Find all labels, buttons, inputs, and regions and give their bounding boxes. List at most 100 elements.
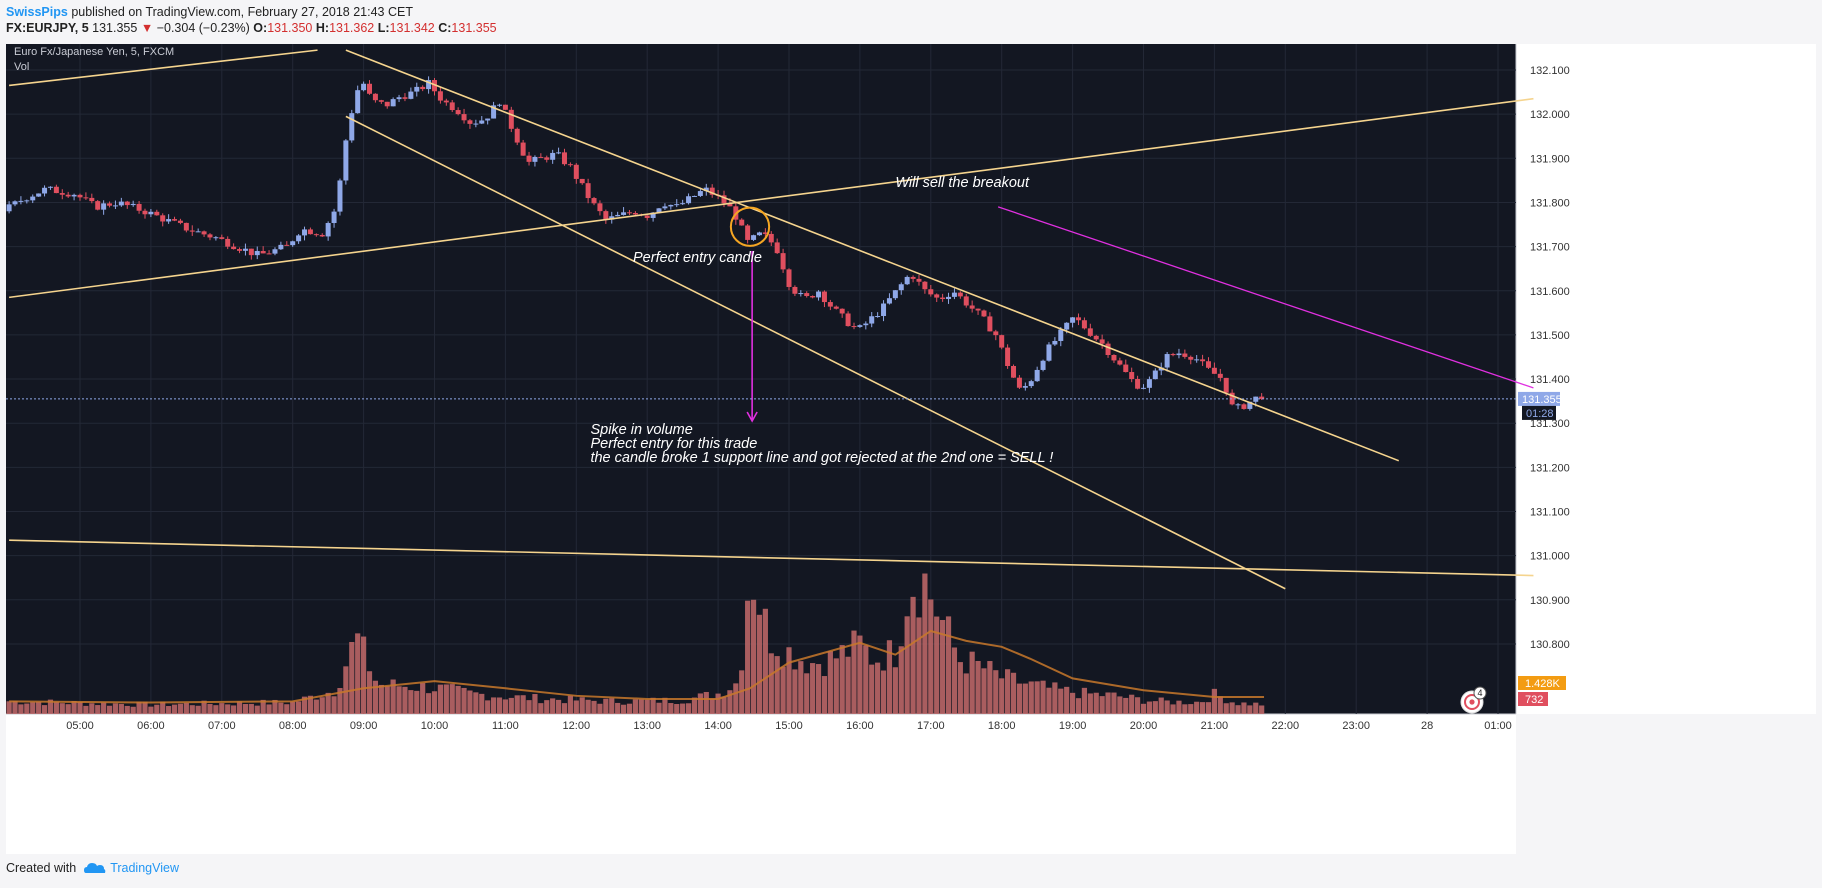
candle-body xyxy=(172,219,178,221)
volume-bar xyxy=(313,699,319,714)
volume-bar xyxy=(1152,701,1158,714)
volume-bar xyxy=(591,700,597,714)
created-with-label: Created with xyxy=(6,861,77,875)
volume-bar xyxy=(1087,693,1093,714)
volume-bar xyxy=(739,670,745,714)
volume-bar xyxy=(284,704,290,714)
candle-body xyxy=(1223,377,1229,393)
volume-bar xyxy=(467,690,473,714)
candle-body xyxy=(656,208,662,213)
volume-bar xyxy=(449,684,455,714)
volume-bar xyxy=(154,704,160,714)
close-value: 131.355 xyxy=(451,21,497,35)
candle-body xyxy=(686,196,692,204)
candle-body xyxy=(130,203,136,206)
candle-body xyxy=(1135,379,1141,389)
candle-body xyxy=(514,128,520,143)
volume-bar xyxy=(715,693,721,714)
candle-body xyxy=(378,100,384,102)
volume-bar xyxy=(65,704,71,714)
candle-body xyxy=(851,326,857,328)
volume-bar xyxy=(1235,705,1241,714)
volume-bar xyxy=(130,706,136,714)
volume-bar xyxy=(213,705,219,714)
volume-bar xyxy=(1034,681,1040,714)
volume-bar xyxy=(963,673,969,714)
open-value: 131.350 xyxy=(267,21,313,35)
candle-body xyxy=(550,152,556,160)
candle-body xyxy=(496,104,502,106)
candle-body xyxy=(1058,329,1064,341)
candle-body xyxy=(432,80,437,92)
down-arrow-icon: ▼ xyxy=(140,21,154,35)
candle-body xyxy=(916,278,922,282)
candle-body xyxy=(83,197,89,199)
volume-bar xyxy=(626,703,633,714)
candle-body xyxy=(6,204,12,212)
candle-body xyxy=(47,186,53,188)
candle-body xyxy=(30,196,36,201)
candle-body xyxy=(626,212,632,214)
candle-body xyxy=(355,90,361,114)
volume-bar xyxy=(1241,702,1247,714)
volume-bar xyxy=(668,703,674,714)
candle-body xyxy=(721,195,727,204)
candle-body xyxy=(426,80,432,90)
price-tick-label: 131.500 xyxy=(1530,330,1570,342)
volume-bar xyxy=(674,704,680,714)
volume-bar xyxy=(431,691,438,714)
high-value: 131.362 xyxy=(329,21,375,35)
volume-bar xyxy=(325,692,331,714)
price-tick-label: 131.800 xyxy=(1530,197,1570,209)
candle-body xyxy=(621,212,627,215)
volume-bar xyxy=(561,703,568,714)
time-tick-label: 22:00 xyxy=(1272,720,1300,732)
quote-line: FX:EURJPY, 5 131.355 ▼ −0.304 (−0.23%) O… xyxy=(6,20,497,36)
volume-bar xyxy=(685,703,692,714)
candle-body xyxy=(674,204,680,206)
candle-body xyxy=(1081,320,1087,329)
volume-bar xyxy=(892,667,898,714)
candle-body xyxy=(892,290,898,299)
volume-bar xyxy=(319,697,325,714)
volume-bar xyxy=(538,703,544,714)
volume-bar xyxy=(999,678,1005,714)
volume-bar xyxy=(880,670,887,714)
candle-body xyxy=(615,214,621,217)
entry-candle-circle xyxy=(729,206,771,247)
volume-bar xyxy=(1075,698,1082,714)
candle-body xyxy=(296,235,302,242)
volume-bar xyxy=(41,705,48,714)
volume-bar xyxy=(727,690,733,714)
volume-bar xyxy=(1070,692,1076,714)
volume-ma-line xyxy=(9,629,1265,704)
volume-bar xyxy=(1111,692,1117,714)
volume-bar xyxy=(1217,696,1223,714)
volume-bar xyxy=(774,656,780,714)
candle-body xyxy=(561,152,567,165)
volume-bar xyxy=(349,641,355,714)
annotation-text: the candle broke 1 support line and got … xyxy=(590,450,1053,466)
author-link[interactable]: SwissPips xyxy=(6,5,68,19)
volume-bar xyxy=(455,685,461,714)
candle-body xyxy=(231,246,237,250)
price-tick-label: 132.100 xyxy=(1530,65,1570,77)
volume-bar xyxy=(142,701,148,714)
candle-body xyxy=(1200,359,1206,362)
last-price-badge xyxy=(1518,391,1560,406)
tradingview-link[interactable]: TradingView xyxy=(84,861,179,875)
volume-bar xyxy=(957,662,963,714)
volume-bar xyxy=(1194,701,1200,714)
volume-bar xyxy=(183,702,189,714)
candle-body xyxy=(396,97,402,100)
candle-body xyxy=(1093,335,1099,340)
candle-body xyxy=(1034,369,1040,382)
volume-bar xyxy=(555,699,562,714)
volume-bar xyxy=(18,704,24,714)
price-tick-label: 131.100 xyxy=(1530,507,1570,519)
candle-body xyxy=(107,203,113,206)
price-chart[interactable]: 132.100 132.000 131.900 131.800 131.700 131.6… xyxy=(6,44,1816,854)
volume-bar xyxy=(390,679,396,714)
volume-bar xyxy=(83,705,89,714)
candle-body xyxy=(668,204,674,207)
